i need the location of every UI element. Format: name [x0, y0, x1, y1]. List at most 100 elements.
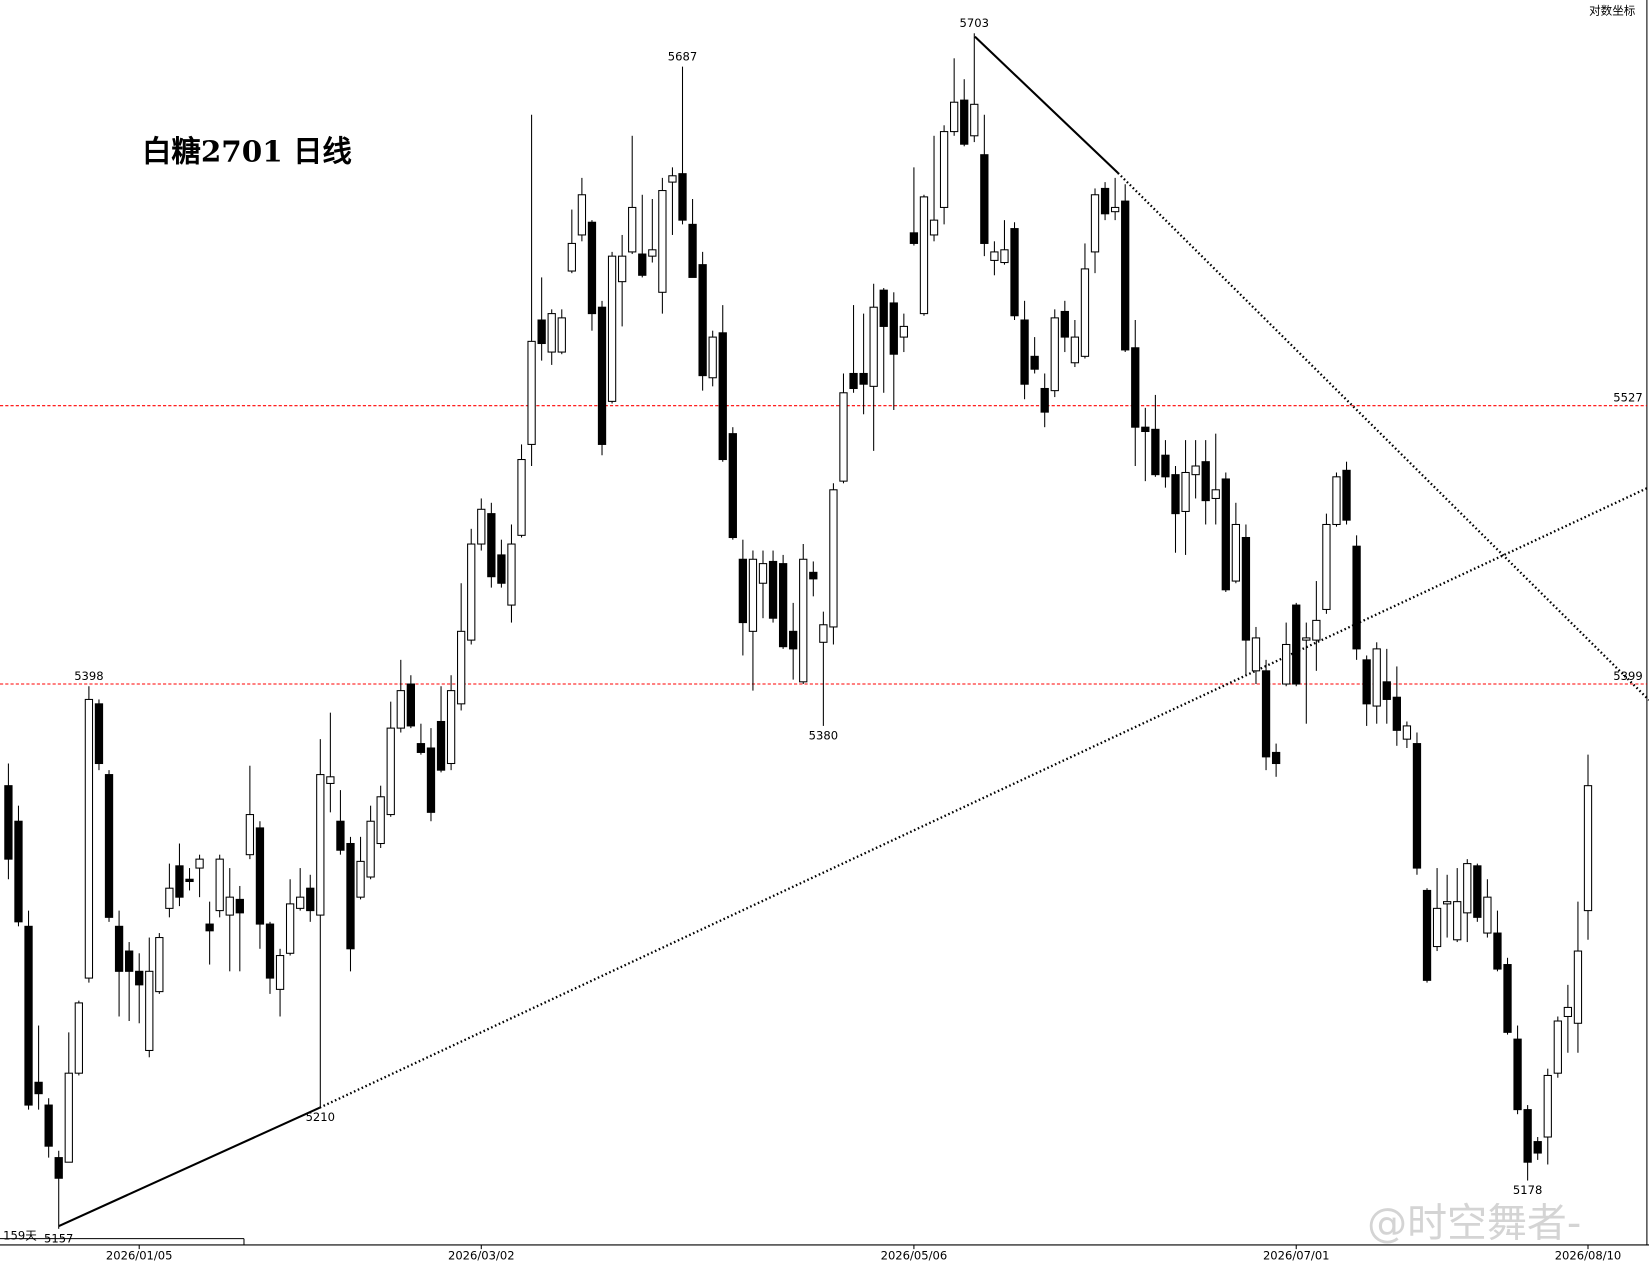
- candle-body: [275, 955, 285, 990]
- candle-body: [14, 820, 23, 923]
- candle-body: [939, 131, 949, 208]
- candle-body: [336, 820, 345, 851]
- candle-body: [487, 513, 496, 578]
- candle-body: [899, 325, 908, 338]
- trend-line: [974, 35, 1119, 174]
- candle-body: [1261, 670, 1271, 758]
- candle-body: [366, 820, 375, 878]
- candle-body: [1060, 310, 1069, 338]
- candle-body: [1372, 648, 1381, 707]
- candle-body: [1352, 545, 1361, 650]
- candle-body: [698, 264, 707, 377]
- candle-body: [587, 221, 597, 315]
- candle-body: [829, 489, 838, 628]
- candle-body: [909, 232, 919, 244]
- candle-body: [617, 255, 627, 283]
- candle-body: [205, 923, 214, 932]
- candle-body: [396, 690, 405, 729]
- candle-body: [1010, 228, 1019, 317]
- candle-body: [889, 302, 898, 355]
- low-label: 5157: [44, 1231, 73, 1245]
- x-tick-label: 2026/03/02: [448, 1249, 515, 1263]
- candle-body: [648, 249, 657, 257]
- candle-body: [1020, 319, 1029, 385]
- candle-body: [1191, 465, 1200, 476]
- candle-body: [376, 796, 385, 845]
- candle-body: [426, 747, 436, 813]
- candle-body: [235, 898, 244, 914]
- candle-body: [567, 242, 576, 272]
- candle-body: [265, 923, 275, 979]
- candle-body: [1231, 523, 1241, 582]
- candle-body: [215, 858, 224, 912]
- candle-body: [316, 774, 325, 916]
- high-label: 5398: [74, 669, 103, 683]
- low-label: 5210: [306, 1110, 335, 1124]
- candle-body: [879, 289, 888, 327]
- candle-body: [1533, 1141, 1542, 1154]
- candle-body: [960, 99, 969, 145]
- high-label: 5703: [960, 16, 989, 30]
- candle-body: [1110, 206, 1120, 213]
- candle-body: [124, 950, 134, 972]
- candle-body: [145, 970, 154, 1051]
- candle-body: [1473, 865, 1482, 918]
- candle-body: [44, 1104, 53, 1147]
- candle-body: [175, 865, 184, 898]
- candle-body: [1050, 317, 1059, 392]
- candle-body: [1563, 1006, 1573, 1018]
- candle-body: [1282, 643, 1291, 685]
- candle-body: [497, 554, 506, 584]
- trend-line: [58, 1106, 321, 1228]
- candle-body: [537, 319, 546, 345]
- candle-body: [1040, 387, 1049, 413]
- candle-body: [919, 196, 929, 315]
- candle-body: [1573, 950, 1583, 1024]
- candle-body: [195, 858, 204, 869]
- candle-body: [557, 317, 566, 353]
- candle-body: [245, 814, 255, 856]
- watermark: @时空舞者-: [1367, 1201, 1581, 1247]
- candle-body: [1513, 1038, 1522, 1111]
- candle-body: [507, 543, 516, 606]
- candle-body: [859, 372, 868, 385]
- candle-body: [1131, 347, 1140, 428]
- candle-body: [688, 223, 697, 278]
- candle-body: [1543, 1074, 1552, 1138]
- candle-body: [1070, 336, 1080, 364]
- candle-body: [1151, 428, 1160, 476]
- reference-label: 5527: [1613, 391, 1642, 405]
- candle-body: [1141, 426, 1150, 433]
- candle-body: [577, 194, 587, 236]
- candle-body: [1422, 889, 1432, 981]
- candle-body: [778, 563, 788, 648]
- candle-body: [1523, 1109, 1532, 1163]
- trend-line-extension: [1117, 172, 1649, 701]
- candle-body: [970, 103, 979, 137]
- candle-body: [285, 903, 295, 954]
- candle-body: [1362, 659, 1371, 705]
- x-tick-label: 2026/07/01: [1263, 1249, 1330, 1263]
- candle-body: [346, 842, 355, 950]
- low-label: 5380: [809, 729, 838, 743]
- x-tick-label: 2026/01/05: [106, 1249, 173, 1263]
- candle-body: [1090, 194, 1100, 253]
- candle-body: [990, 251, 999, 261]
- candle-body: [446, 690, 456, 765]
- candle-body: [1221, 478, 1230, 591]
- candle-body: [607, 255, 617, 402]
- candle-body: [54, 1157, 63, 1179]
- candle-body: [1000, 249, 1009, 264]
- candle-body: [94, 703, 104, 765]
- candle-body: [748, 558, 758, 632]
- candle-body: [477, 508, 486, 545]
- candle-body: [728, 433, 737, 539]
- candle-body: [1382, 681, 1391, 700]
- x-tick-label: 2026/08/10: [1555, 1249, 1622, 1263]
- candle-body: [24, 925, 33, 1106]
- candle-body: [1292, 604, 1301, 685]
- candle-body: [1241, 536, 1251, 641]
- candle-body: [306, 887, 315, 912]
- candle-body: [809, 571, 818, 580]
